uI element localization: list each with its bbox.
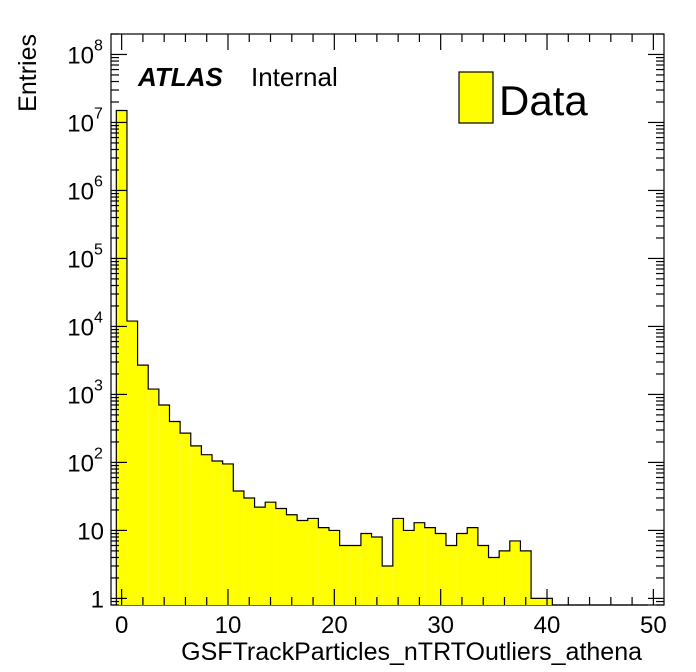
- histogram-bars: [116, 110, 553, 606]
- x-tick-label: 20: [321, 612, 348, 639]
- y-tick-label: 10 2: [67, 445, 103, 477]
- legend-swatch-data: [458, 71, 494, 124]
- histogram-outline: [115, 109, 649, 606]
- histogram-bar: [488, 557, 500, 605]
- histogram-bar: [265, 502, 276, 605]
- histogram-bar: [467, 527, 478, 605]
- svg-text:1: 1: [91, 586, 104, 613]
- histogram-bar: [233, 490, 244, 605]
- x-tick-label: 40: [534, 612, 561, 639]
- y-tick-label: 10 7: [67, 105, 103, 137]
- y-axis-label: Entries: [14, 34, 42, 112]
- y-tick-label: 10 8: [67, 37, 103, 69]
- y-tick-label: 10 6: [67, 173, 103, 205]
- histogram-bar: [243, 497, 255, 605]
- histogram-bar: [329, 530, 340, 605]
- histogram-bar: [424, 527, 436, 605]
- histogram-bar: [403, 530, 415, 605]
- histogram-bar: [158, 404, 170, 605]
- x-tick-label: 50: [640, 612, 667, 639]
- histogram-bar: [116, 110, 127, 606]
- internal-label: Internal: [251, 62, 338, 92]
- svg-text:3: 3: [94, 377, 103, 394]
- x-tick-label: 10: [215, 612, 242, 639]
- x-axis-label: GSFTrackParticles_nTRTOutliers_athena: [181, 638, 642, 666]
- y-tick-label: 10: [77, 518, 104, 545]
- histogram-bar: [286, 514, 298, 605]
- histogram-bar: [531, 598, 542, 605]
- y-tick-label: 10 3: [67, 377, 103, 409]
- histogram-bar: [180, 433, 191, 605]
- histogram-bar: [318, 527, 330, 605]
- histogram-bar: [520, 550, 532, 605]
- x-tick-label: 0: [115, 612, 128, 639]
- histogram-bar: [360, 533, 372, 605]
- svg-text:10: 10: [67, 450, 94, 477]
- svg-text:2: 2: [94, 445, 103, 462]
- histogram-bar: [456, 533, 468, 605]
- svg-text:10: 10: [67, 382, 94, 409]
- svg-text:10: 10: [77, 518, 104, 545]
- y-tick-label: 10 5: [67, 241, 103, 273]
- histogram-bar: [477, 545, 489, 605]
- histogram-bar: [148, 389, 159, 605]
- histogram-bar: [382, 565, 393, 605]
- histogram-bar: [435, 533, 446, 605]
- atlas-label: ATLAS: [137, 62, 223, 92]
- x-tick-label: 30: [427, 612, 454, 639]
- svg-text:4: 4: [94, 309, 103, 326]
- histogram-bar: [445, 545, 457, 605]
- histogram-bar: [307, 518, 319, 605]
- histogram-bar: [137, 365, 149, 605]
- histogram-bar: [371, 537, 383, 605]
- histogram-bar: [190, 445, 202, 605]
- svg-text:5: 5: [94, 241, 103, 258]
- svg-text:10: 10: [67, 42, 94, 69]
- axis-ticks: [111, 33, 664, 606]
- histogram-bar: [201, 454, 213, 605]
- svg-text:10: 10: [67, 314, 94, 341]
- histogram-bar: [499, 550, 510, 605]
- svg-text:7: 7: [94, 105, 103, 122]
- histogram-bar: [222, 463, 234, 605]
- histogram-bar: [350, 545, 361, 605]
- histogram-bar: [392, 518, 404, 605]
- histogram-bar: [339, 545, 351, 605]
- svg-text:10: 10: [67, 246, 94, 273]
- svg-text:8: 8: [94, 37, 103, 54]
- histogram-bar: [414, 522, 425, 605]
- histogram-bar: [509, 540, 521, 605]
- svg-text:10: 10: [67, 110, 94, 137]
- y-tick-label: 10 4: [67, 309, 103, 341]
- histogram-bar: [212, 460, 223, 605]
- histogram-bar: [275, 508, 287, 605]
- y-tick-label: 1: [91, 586, 104, 613]
- svg-text:6: 6: [94, 173, 103, 190]
- x-tick-labels: 0 10 20 30 40 50: [115, 612, 667, 639]
- histogram-bar: [126, 321, 138, 605]
- legend-label-data: Data: [499, 77, 588, 124]
- histogram-bar: [169, 421, 181, 605]
- histogram-bar: [254, 507, 266, 605]
- histogram-bar: [297, 520, 308, 605]
- svg-text:10: 10: [67, 178, 94, 205]
